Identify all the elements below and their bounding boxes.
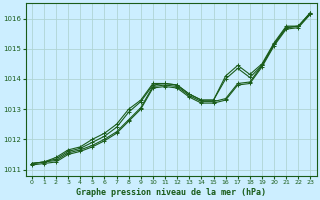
X-axis label: Graphe pression niveau de la mer (hPa): Graphe pression niveau de la mer (hPa)	[76, 188, 266, 197]
